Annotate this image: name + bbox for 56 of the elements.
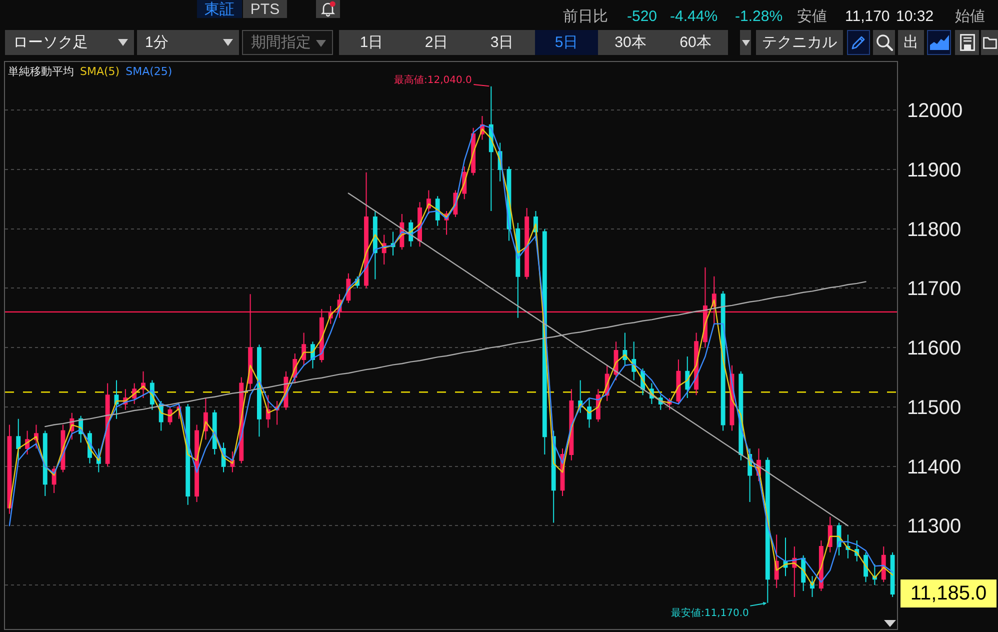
text: 11,170 — [845, 8, 890, 25]
candlestick — [105, 382, 110, 467]
text: 始値 — [955, 8, 985, 25]
candlestick — [685, 356, 690, 399]
text: -520 — [627, 8, 658, 25]
text: SMA(25) — [126, 65, 172, 78]
candlestick — [524, 208, 530, 280]
candlestick — [248, 294, 253, 390]
candlestick — [828, 516, 832, 553]
text: 前日比 — [563, 8, 608, 25]
candlestick — [7, 424, 12, 514]
text: 10:32 — [896, 8, 934, 25]
text: 11,185.0 — [910, 582, 987, 604]
candlestick — [372, 210, 378, 280]
tab: 東証 — [197, 0, 242, 18]
text: -4.44% — [670, 8, 718, 25]
candlestick — [16, 418, 21, 461]
candlestick — [890, 552, 895, 598]
y-tick-label: 11900 — [907, 159, 962, 182]
candlestick — [302, 332, 306, 366]
tab: 1日 — [339, 30, 404, 55]
candlestick — [676, 358, 681, 404]
candlestick — [587, 398, 592, 428]
tab: 2日 — [404, 30, 469, 55]
tab: 60本 — [663, 30, 728, 55]
tab: 30本 — [598, 30, 663, 55]
tab: 5日 — [535, 30, 598, 55]
button: 出 — [898, 30, 924, 55]
y-tick-label: 11400 — [907, 456, 962, 478]
candlestick — [186, 403, 190, 506]
dropdown: 1分 — [137, 30, 239, 55]
candlestick — [488, 86, 494, 212]
annotation: 最安値:11,170.0 — [671, 607, 749, 619]
tab: 3日 — [469, 30, 535, 55]
y-tick-label: 11800 — [907, 218, 962, 241]
text: SMA(5) — [80, 65, 120, 78]
annotation: 最高値:12,040.0 — [394, 74, 472, 86]
candlestick — [864, 552, 868, 583]
y-tick-label: 12000 — [907, 100, 963, 122]
text: 安値 — [797, 8, 827, 25]
button: テクニカル — [756, 30, 843, 55]
candlestick — [622, 332, 628, 366]
dropdown: 期間指定 — [242, 30, 333, 55]
legend-title: 単純移動平均 — [8, 65, 74, 78]
y-tick-label: 11300 — [907, 516, 962, 538]
text: -1.28% — [735, 8, 783, 25]
candlestick — [257, 344, 262, 438]
dropdown: ローソク足 — [5, 30, 134, 55]
y-tick-label: 11600 — [907, 338, 962, 360]
candlestick — [114, 380, 119, 420]
candlestick — [720, 290, 726, 432]
candlestick — [42, 430, 48, 497]
candlestick — [364, 172, 368, 289]
tab: PTS — [243, 0, 287, 18]
y-tick-label: 11700 — [907, 278, 962, 300]
y-tick-label: 11500 — [907, 396, 962, 419]
